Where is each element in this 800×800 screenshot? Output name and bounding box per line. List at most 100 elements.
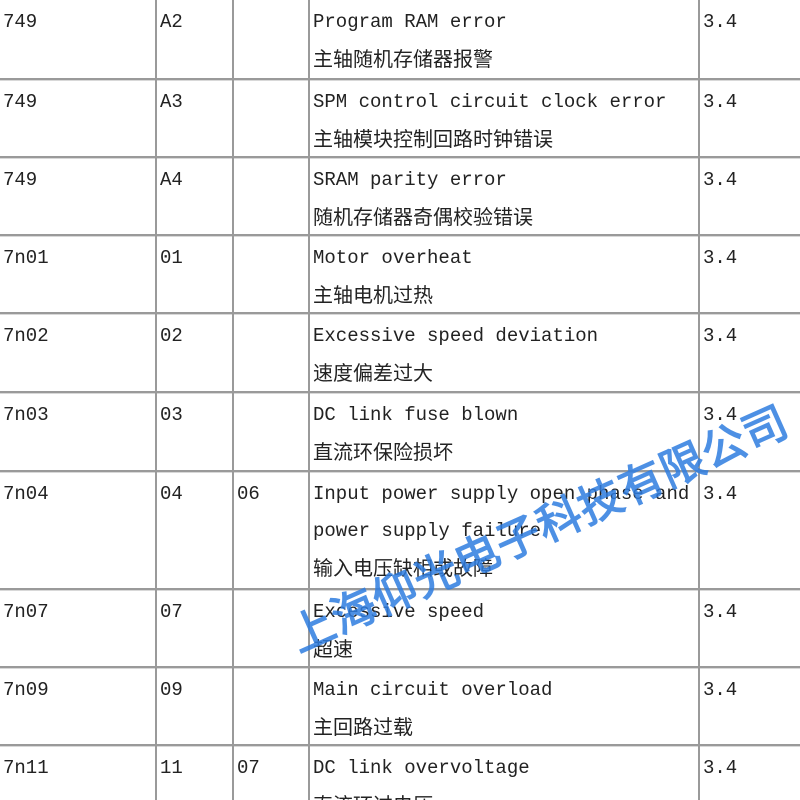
description-cell: Main circuit overload 主回路过载 [308, 668, 700, 744]
code-cell: 7n07 [0, 590, 155, 666]
cell-text: 07 [160, 601, 183, 623]
cell-text: 7n01 [3, 247, 49, 269]
table-row: 749 A3 SPM control circuit clock error 主轴模块… [0, 80, 800, 158]
cell-text: DC link fuse blown [313, 404, 519, 426]
cell-text: 11 [160, 757, 183, 779]
cell-text: 输入电压缺相或故障 [313, 556, 493, 580]
cell-text: 04 [160, 483, 183, 505]
table-row: 749 A2 Program RAM error 主轴随机存储器报警 3.4 [0, 0, 800, 80]
ref-cell: 3.4 [698, 590, 800, 666]
cell-text: 3.4 [703, 325, 738, 347]
cell-text: SPM control circuit clock error [313, 91, 667, 113]
extra-cell [232, 158, 308, 234]
code-cell: 7n09 [0, 668, 155, 744]
sub-code-cell: A2 [155, 0, 232, 78]
cell-text: 3.4 [703, 679, 738, 701]
cell-text: 直流环过电压 [313, 787, 698, 800]
cell-text: 3.4 [703, 11, 738, 33]
extra-cell [232, 0, 308, 78]
code-cell: 7n01 [0, 236, 155, 312]
ref-cell: 3.4 [698, 158, 800, 234]
cell-text: 3.4 [703, 601, 738, 623]
cell-text: A4 [160, 169, 183, 191]
description-cell: Excessive speed 超速 [308, 590, 700, 666]
cell-text: 主轴随机存储器报警 [313, 47, 493, 71]
table-row: 7n04 04 06 Input power supply open phase an… [0, 472, 800, 590]
cell-text: 749 [3, 11, 38, 33]
code-cell: 7n04 [0, 472, 155, 588]
cell-text: Motor overheat [313, 247, 473, 269]
extra-cell: 06 [232, 472, 308, 588]
cell-text: 随机存储器奇偶校验错误 [313, 205, 533, 229]
cell-text: 7n11 [3, 757, 49, 779]
cell-text: SRAM parity error [313, 169, 507, 191]
table-row: 7n03 03 DC link fuse blown 直流环保险损坏 3.4 [0, 393, 800, 472]
sub-code-cell: 04 [155, 472, 232, 588]
extra-cell [232, 80, 308, 156]
cell-text: 速度偏差过大 [313, 361, 433, 385]
extra-cell [232, 393, 308, 470]
table-row: 7n11 11 07 DC link overvoltage 直流环过电压 3.4 [0, 746, 800, 800]
cell-text: 02 [160, 325, 183, 347]
cell-text: 3.4 [703, 169, 738, 191]
cell-text: 749 [3, 91, 38, 113]
cell-text: 主回路过载 [313, 715, 413, 739]
cell-text: 7n07 [3, 601, 49, 623]
code-cell: 749 [0, 158, 155, 234]
cell-text: 3.4 [703, 483, 738, 505]
cell-text: DC link overvoltage [313, 757, 530, 779]
extra-cell [232, 590, 308, 666]
ref-cell: 3.4 [698, 668, 800, 744]
ref-cell: 3.4 [698, 0, 800, 78]
cell-text: 749 [3, 169, 38, 191]
table-row: 7n09 09 Main circuit overload 主回路过载 3.4 [0, 668, 800, 746]
cell-text: 7n09 [3, 679, 49, 701]
description-cell: Input power supply open phase and power … [308, 472, 700, 588]
cell-text: A2 [160, 11, 183, 33]
cell-text: 3.4 [703, 91, 738, 113]
ref-cell: 3.4 [698, 393, 800, 470]
cell-text: A3 [160, 91, 183, 113]
cell-text: 3.4 [703, 757, 738, 779]
cell-text: 09 [160, 679, 183, 701]
table-row: 7n02 02 Excessive speed deviation 速度偏差过大 3.4 [0, 314, 800, 393]
cell-text: 03 [160, 404, 183, 426]
sub-code-cell: 07 [155, 590, 232, 666]
ref-cell: 3.4 [698, 472, 800, 588]
table-row: 749 A4 SRAM parity error 随机存储器奇偶校验错误 3.4 [0, 158, 800, 236]
extra-cell: 07 [232, 746, 308, 800]
table-row: 7n07 07 Excessive speed 超速 3.4 [0, 590, 800, 668]
description-cell: SRAM parity error 随机存储器奇偶校验错误 [308, 158, 700, 234]
cell-text: 3.4 [703, 404, 738, 426]
cell-text: Program RAM error [313, 11, 507, 33]
sub-code-cell: 02 [155, 314, 232, 391]
ref-cell: 3.4 [698, 236, 800, 312]
cell-text: 06 [237, 483, 260, 505]
description-cell: Excessive speed deviation 速度偏差过大 [308, 314, 700, 391]
ref-cell: 3.4 [698, 80, 800, 156]
code-cell: 7n02 [0, 314, 155, 391]
code-cell: 7n11 [0, 746, 155, 800]
ref-cell: 3.4 [698, 746, 800, 800]
table-row: 7n01 01 Motor overheat 主轴电机过热 3.4 [0, 236, 800, 314]
sub-code-cell: 01 [155, 236, 232, 312]
extra-cell [232, 314, 308, 391]
cell-text: 7n04 [3, 483, 49, 505]
cell-text: 主轴电机过热 [313, 283, 433, 307]
cell-text: 01 [160, 247, 183, 269]
cell-text: 直流环保险损坏 [313, 440, 453, 464]
cell-text: Input power supply open phase and power … [313, 483, 690, 542]
cell-text: 7n02 [3, 325, 49, 347]
cell-text: Main circuit overload [313, 679, 553, 701]
description-cell: Program RAM error 主轴随机存储器报警 [308, 0, 700, 78]
code-cell: 749 [0, 80, 155, 156]
sub-code-cell: 03 [155, 393, 232, 470]
cell-text: 07 [237, 757, 260, 779]
cell-text: 主轴模块控制回路时钟错误 [313, 127, 553, 151]
sub-code-cell: 09 [155, 668, 232, 744]
extra-cell [232, 236, 308, 312]
cell-text: Excessive speed [313, 601, 485, 623]
ref-cell: 3.4 [698, 314, 800, 391]
code-cell: 749 [0, 0, 155, 78]
